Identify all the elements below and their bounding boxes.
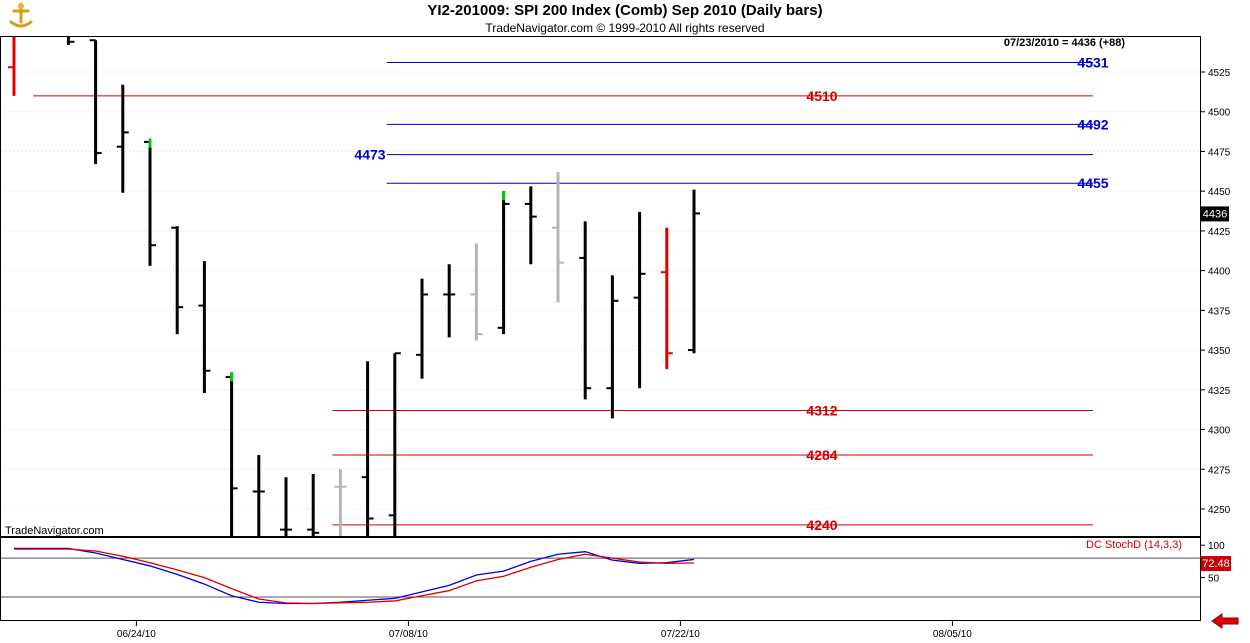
stoch-title: DC StochD (14,3,3) bbox=[1086, 539, 1182, 551]
level-lines: 4531 4510 4492 4473 4455 4312 4284 4240 bbox=[33, 54, 1109, 533]
x-tick-label: 07/08/10 bbox=[389, 629, 428, 640]
ohlc-bar bbox=[416, 278, 428, 379]
ohlc-bar bbox=[171, 226, 184, 335]
level-label: 4455 bbox=[1077, 175, 1108, 191]
price-tick-label: 4450 bbox=[1208, 187, 1231, 198]
level-label: 4510 bbox=[806, 88, 837, 104]
ohlc-bar bbox=[443, 264, 456, 338]
stoch-reference-lines bbox=[1, 557, 1200, 598]
price-tick-label: 4500 bbox=[1208, 108, 1231, 119]
ohlc-bar bbox=[334, 469, 347, 536]
ohlc-bar bbox=[280, 477, 292, 536]
chart-title: YI2-201009: SPI 200 Index (Comb) Sep 201… bbox=[427, 2, 823, 19]
x-tick-label: 08/05/10 bbox=[933, 629, 972, 640]
ohlc-bar bbox=[552, 172, 564, 303]
stoch-tick-label: 100 bbox=[1208, 541, 1225, 552]
ohlc-bar bbox=[388, 352, 401, 536]
chart-subtitle: TradeNavigator.com © 1999-2010 All right… bbox=[485, 21, 765, 35]
ohlc-bar bbox=[524, 186, 537, 265]
ohlc-bar bbox=[252, 454, 265, 536]
trade-navigator-logo bbox=[9, 2, 33, 28]
stoch-last-value: 72.48 bbox=[1202, 558, 1230, 570]
price-tick-label: 4300 bbox=[1208, 426, 1231, 437]
price-tick-label: 4350 bbox=[1208, 346, 1231, 357]
x-tick-label: 06/24/10 bbox=[117, 629, 156, 640]
level-label: 4312 bbox=[806, 402, 837, 418]
ohlc-bar bbox=[470, 243, 483, 341]
ohlc-bar bbox=[633, 211, 646, 389]
level-label: 4531 bbox=[1077, 54, 1108, 70]
ohlc-bar bbox=[89, 39, 102, 165]
status-readout: 07/23/2010 = 4436 (+88) bbox=[1004, 37, 1125, 49]
level-label: 4473 bbox=[354, 147, 385, 163]
stoch-series-line bbox=[14, 547, 695, 605]
last-price-badge: 4436 bbox=[1201, 206, 1229, 222]
ohlc-bar bbox=[8, 37, 16, 96]
price-bars bbox=[8, 37, 700, 536]
level-label: 4284 bbox=[806, 447, 837, 463]
price-tick-label: 4400 bbox=[1208, 267, 1231, 278]
ohlc-bar bbox=[606, 275, 619, 419]
ohlc-bar bbox=[497, 191, 510, 335]
stoch-lines bbox=[14, 547, 695, 605]
stoch-last-badge: 72.48 bbox=[1201, 556, 1231, 572]
ohlc-bar bbox=[225, 372, 238, 536]
price-axis: 4250 4275 4300 4325 4350 4375 4400 4425 4450 4475… bbox=[1200, 68, 1231, 516]
scroll-left-arrow-icon[interactable] bbox=[1210, 613, 1240, 629]
price-tick-label: 4250 bbox=[1208, 505, 1231, 516]
last-price-label: 4436 bbox=[1203, 208, 1227, 220]
price-tick-label: 4525 bbox=[1208, 68, 1231, 79]
price-tick-label: 4475 bbox=[1208, 147, 1231, 158]
level-label: 4492 bbox=[1077, 116, 1108, 132]
ohlc-bar bbox=[660, 227, 673, 370]
price-tick-label: 4325 bbox=[1208, 386, 1231, 397]
ohlc-bar bbox=[361, 361, 374, 536]
price-tick-label: 4275 bbox=[1208, 465, 1231, 476]
ohlc-bar bbox=[198, 261, 211, 393]
price-tick-label: 4425 bbox=[1208, 227, 1231, 238]
stoch-panel: 5075100 DC StochD (14,3,3) 72.48 bbox=[0, 537, 1231, 621]
ohlc-bar bbox=[579, 221, 592, 400]
price-panel: 4531 4510 4492 4473 4455 4312 4284 4240 4250 427… bbox=[0, 36, 1231, 537]
price-tick-label: 4375 bbox=[1208, 306, 1231, 317]
ohlc-bar bbox=[307, 474, 320, 536]
watermark: TradeNavigator.com bbox=[5, 525, 104, 537]
x-tick-label: 07/22/10 bbox=[661, 629, 700, 640]
ohlc-bar bbox=[144, 138, 156, 266]
ohlc-bar bbox=[66, 37, 75, 45]
x-axis: 06/24/10 07/08/10 07/22/10 08/05/10 bbox=[117, 621, 972, 640]
stoch-series-line bbox=[14, 548, 695, 605]
ohlc-bar bbox=[116, 84, 129, 193]
stoch-tick-label: 50 bbox=[1208, 574, 1220, 585]
ohlc-bar bbox=[688, 189, 700, 354]
level-label: 4240 bbox=[806, 517, 837, 533]
